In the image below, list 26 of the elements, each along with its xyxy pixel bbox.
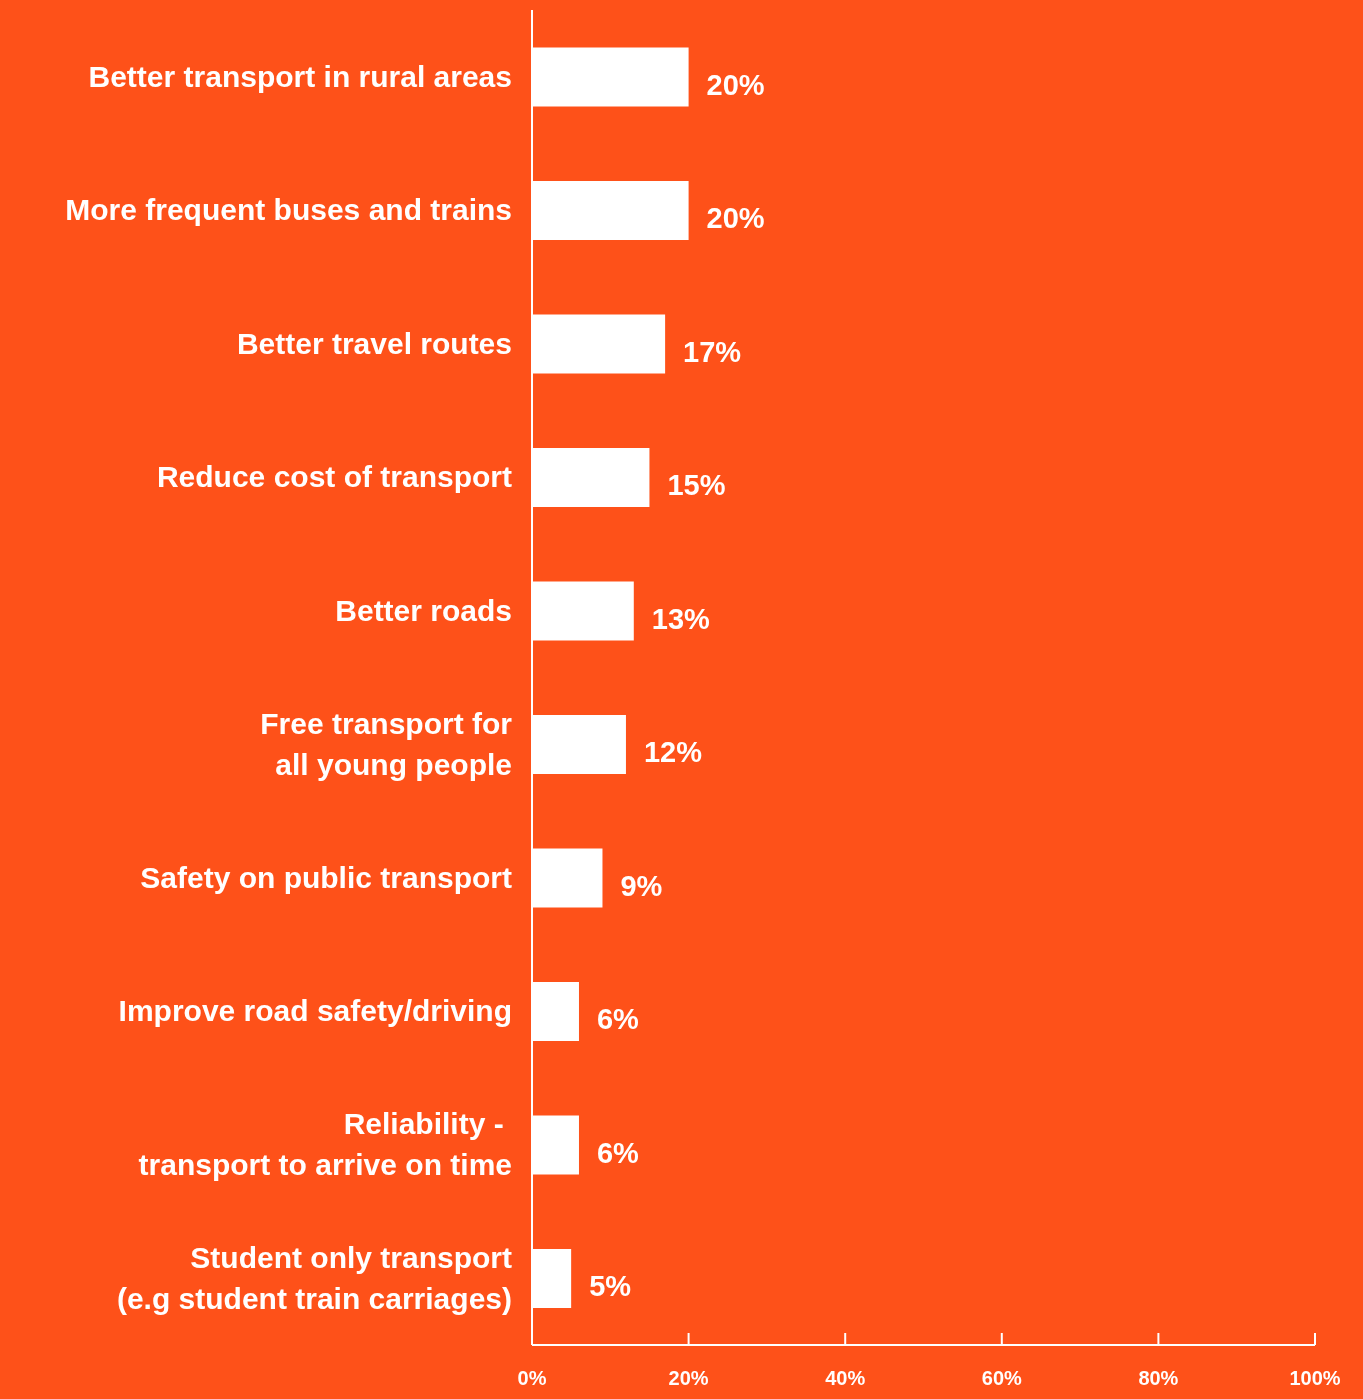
y-tick-label: Safety on public transport <box>140 860 512 894</box>
y-tick-label: Better roads <box>335 593 512 627</box>
data-label: 6% <box>596 1136 640 1169</box>
data-label: 20% <box>706 68 765 101</box>
data-label: 9% <box>620 869 663 902</box>
x-tick-label: 40% <box>825 1367 866 1389</box>
data-label: 5% <box>589 1270 632 1303</box>
y-tick-label: Reduce cost of transport <box>156 460 512 494</box>
y-tick-label: Improve road safety/driving <box>118 994 512 1028</box>
data-label: 6% <box>596 1003 640 1036</box>
y-tick-label: Better transport in rural areas <box>88 59 512 93</box>
x-tick-label: 100% <box>1289 1367 1341 1389</box>
data-label: 12% <box>643 736 703 769</box>
data-label: 13% <box>651 602 711 635</box>
y-tick-label: More frequent buses and trains <box>65 193 512 227</box>
x-tick-label: 60% <box>981 1367 1023 1389</box>
x-tick-label: 0% <box>517 1367 547 1389</box>
y-tick-label: Reliability - transport to arrive on time <box>138 1107 512 1182</box>
x-tick-label: 20% <box>668 1367 709 1389</box>
data-label: 15% <box>667 469 726 502</box>
y-tick-label: Student only transport (e.g student train carriages) <box>116 1240 512 1315</box>
y-tick-label: Free transport for all young people <box>260 706 513 781</box>
x-tick-label: 80% <box>1138 1367 1179 1389</box>
data-label: 20% <box>706 202 765 235</box>
y-tick-label: Better travel routes <box>236 326 512 360</box>
data-label: 17% <box>683 335 742 368</box>
